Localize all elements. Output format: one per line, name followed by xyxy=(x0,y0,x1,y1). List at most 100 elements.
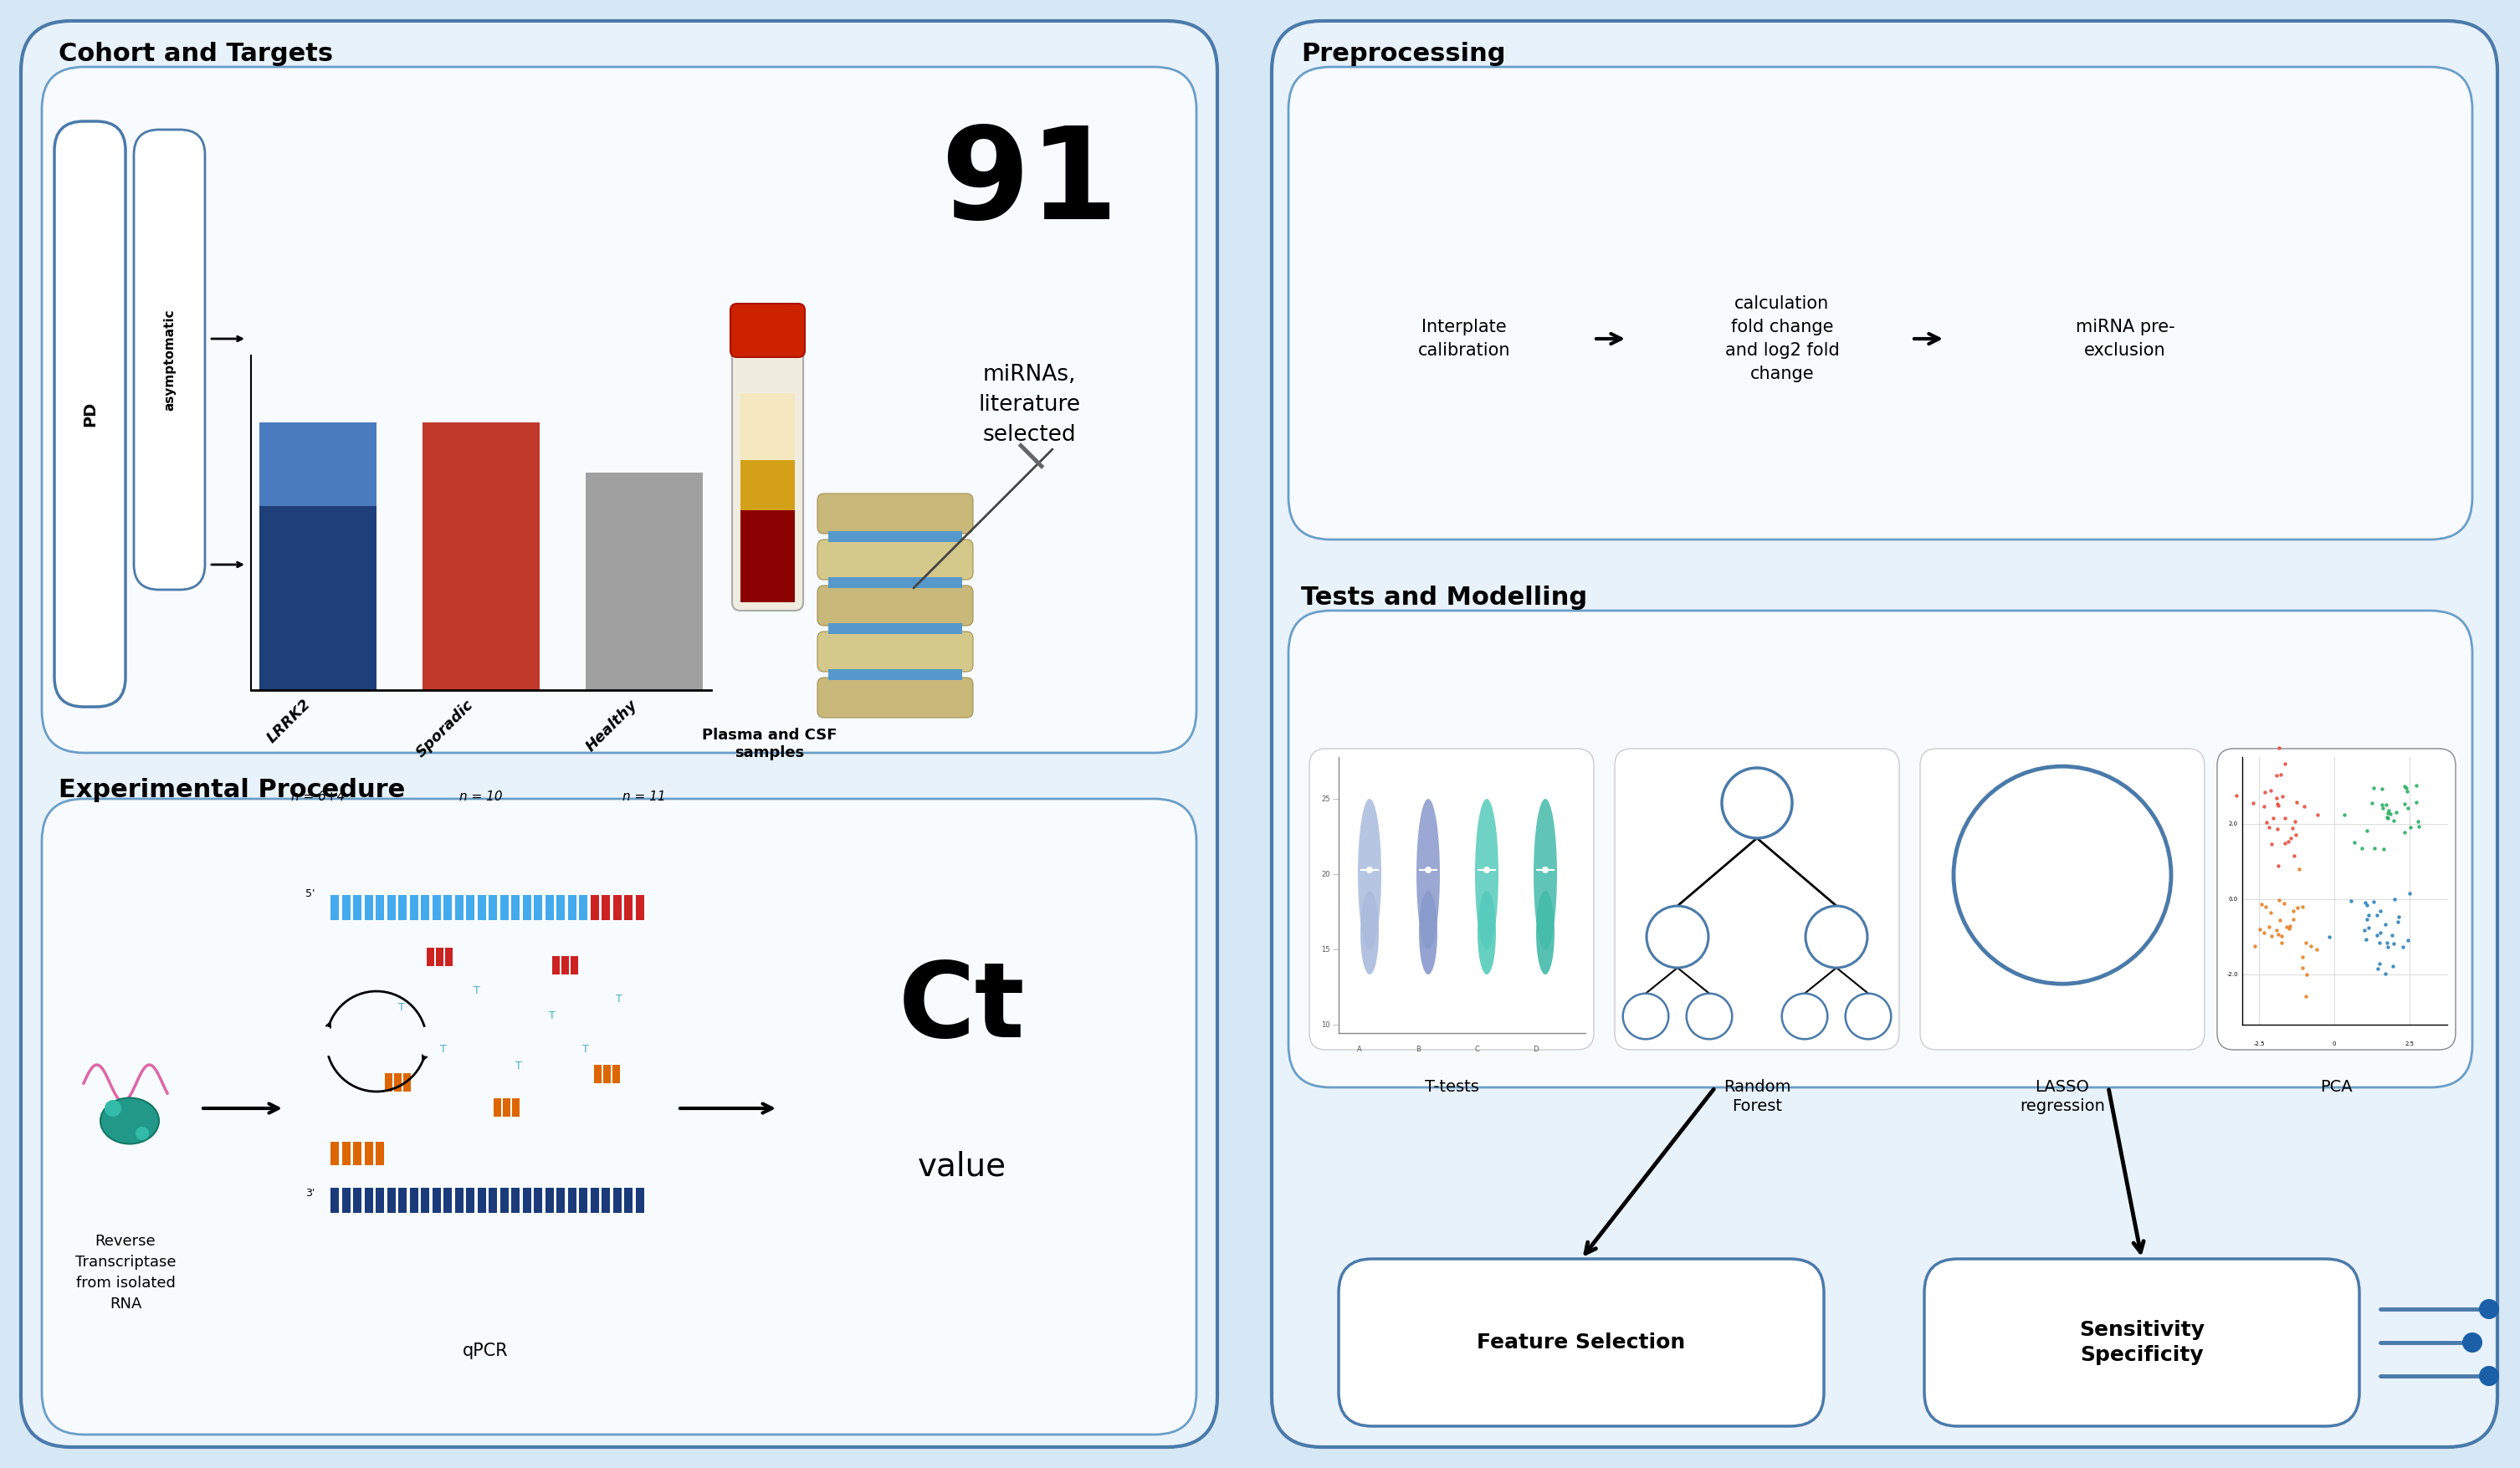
Circle shape xyxy=(2480,1299,2500,1320)
Text: Reverse
Transcriptase
from isolated
RNA: Reverse Transcriptase from isolated RNA xyxy=(76,1233,176,1311)
Point xyxy=(2265,806,2306,829)
Bar xyxy=(595,1064,602,1083)
Point xyxy=(2359,931,2399,954)
Text: 2.0: 2.0 xyxy=(2228,822,2238,826)
Text: Experimental Procedure: Experimental Procedure xyxy=(58,778,406,802)
Point xyxy=(2273,907,2313,931)
Point xyxy=(2240,893,2281,916)
Ellipse shape xyxy=(1361,891,1378,975)
Bar xyxy=(534,1188,542,1213)
Text: Random
Forest: Random Forest xyxy=(1724,1079,1792,1114)
FancyBboxPatch shape xyxy=(20,21,1217,1447)
Bar xyxy=(562,956,570,975)
Point xyxy=(2248,915,2288,938)
Bar xyxy=(552,956,559,975)
Point xyxy=(2265,752,2306,775)
Bar xyxy=(499,1188,509,1213)
Point xyxy=(2389,815,2429,838)
Text: T: T xyxy=(517,1061,522,1072)
Bar xyxy=(590,895,600,920)
Bar xyxy=(1018,442,1043,470)
Circle shape xyxy=(1845,994,1890,1039)
FancyBboxPatch shape xyxy=(134,129,204,590)
Text: Feature Selection: Feature Selection xyxy=(1477,1333,1686,1352)
Bar xyxy=(454,1188,464,1213)
Bar xyxy=(353,1188,360,1213)
Bar xyxy=(829,624,963,634)
Point xyxy=(2366,931,2407,954)
Circle shape xyxy=(136,1127,149,1141)
Circle shape xyxy=(1782,994,1827,1039)
Point xyxy=(2366,962,2407,985)
Text: 25: 25 xyxy=(1320,796,1331,803)
Point xyxy=(2366,806,2407,829)
Bar xyxy=(476,1188,486,1213)
Point xyxy=(2389,928,2429,951)
Circle shape xyxy=(1623,994,1668,1039)
Text: value: value xyxy=(917,1149,1005,1182)
Bar xyxy=(466,1188,474,1213)
Point xyxy=(2356,903,2397,926)
Text: Sporadic: Sporadic xyxy=(413,697,476,760)
Point xyxy=(2265,915,2306,938)
Point xyxy=(2258,854,2298,878)
Point xyxy=(2286,963,2326,986)
Point xyxy=(2366,802,2407,825)
Circle shape xyxy=(1646,906,1709,967)
Point xyxy=(2253,806,2293,829)
FancyBboxPatch shape xyxy=(1338,1260,1824,1427)
Point xyxy=(2369,935,2409,959)
Point xyxy=(2361,796,2402,819)
Point xyxy=(2334,831,2374,854)
Bar xyxy=(411,1188,418,1213)
Point xyxy=(2286,931,2326,954)
Bar xyxy=(423,423,539,690)
Bar xyxy=(635,895,643,920)
Point xyxy=(2278,895,2318,919)
Point xyxy=(2361,793,2402,816)
Point xyxy=(2371,923,2412,947)
Bar xyxy=(444,1188,451,1213)
Text: D: D xyxy=(1532,1045,1537,1053)
FancyBboxPatch shape xyxy=(43,799,1197,1434)
Point xyxy=(2260,931,2301,954)
Point xyxy=(2381,935,2422,959)
Bar xyxy=(829,669,963,680)
Point xyxy=(2273,898,2313,922)
Point xyxy=(2258,793,2298,816)
Bar xyxy=(388,895,396,920)
Circle shape xyxy=(1686,994,1731,1039)
Bar xyxy=(426,948,433,966)
Bar xyxy=(580,1188,587,1213)
Point xyxy=(2273,844,2313,868)
Text: T: T xyxy=(398,1003,406,1013)
Point xyxy=(2265,832,2306,856)
Bar xyxy=(585,473,703,690)
Point xyxy=(2250,778,2291,802)
Point xyxy=(2255,787,2296,810)
FancyBboxPatch shape xyxy=(1925,1260,2359,1427)
Bar xyxy=(612,1064,620,1083)
Point xyxy=(2258,923,2298,947)
Bar xyxy=(741,459,794,511)
Bar xyxy=(375,895,383,920)
FancyBboxPatch shape xyxy=(1615,749,1900,1050)
Text: Interplate
calibration: Interplate calibration xyxy=(1419,319,1509,358)
Bar xyxy=(398,895,406,920)
Point xyxy=(2260,909,2301,932)
Point xyxy=(2386,780,2427,803)
Bar xyxy=(567,1188,577,1213)
Point xyxy=(2298,803,2339,826)
Bar xyxy=(489,1188,496,1213)
Point xyxy=(2260,923,2301,947)
Text: calculation
fold change
and log2 fold
change: calculation fold change and log2 fold ch… xyxy=(1724,295,1840,382)
Ellipse shape xyxy=(1358,799,1381,950)
Point xyxy=(2263,784,2303,807)
Text: T: T xyxy=(549,1011,554,1022)
Point xyxy=(2376,800,2417,824)
Bar xyxy=(343,1142,350,1166)
Point xyxy=(2397,790,2437,813)
Text: Healthy: Healthy xyxy=(582,697,640,755)
Text: T: T xyxy=(441,1044,446,1055)
Bar xyxy=(393,1073,401,1092)
